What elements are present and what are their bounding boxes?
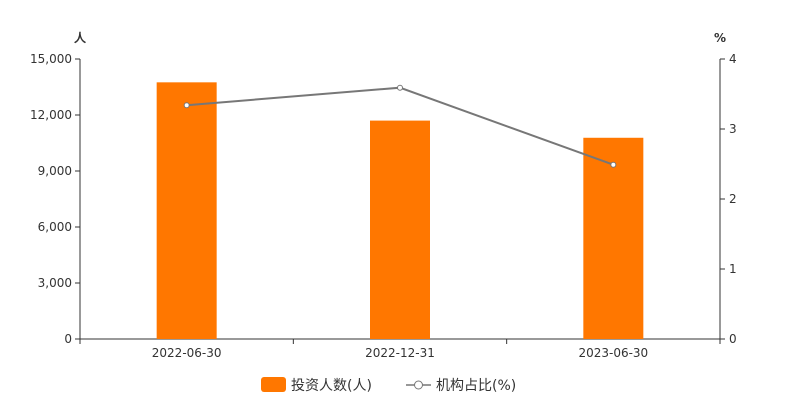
bar-series	[156, 82, 644, 339]
left-tick-label: 15,000	[30, 52, 72, 66]
line-point[interactable]	[397, 84, 403, 91]
left-tick-label: 6,000	[38, 220, 72, 234]
right-tick-label: 2	[729, 192, 737, 206]
right-tick-label: 1	[729, 262, 737, 276]
bar[interactable]	[370, 120, 430, 339]
left-tick-label: 3,000	[38, 276, 72, 290]
line-series	[183, 84, 617, 168]
right-tick-label: 0	[729, 332, 737, 346]
line-point[interactable]	[183, 102, 190, 109]
left-tick-label: 0	[64, 332, 72, 346]
legend-item-bar[interactable]: 投资人数(人)	[261, 377, 372, 394]
left-tick-label: 9,000	[38, 164, 72, 178]
x-tick-label: 2022-12-31	[365, 346, 435, 360]
legend: 投资人数(人) 机构占比(%)	[261, 377, 516, 394]
x-tick-label: 2023-06-30	[578, 346, 648, 360]
legend-line-marker	[414, 380, 423, 390]
bar[interactable]	[583, 137, 644, 339]
legend-bar-swatch	[261, 377, 286, 392]
left-tick-label: 12,000	[30, 108, 72, 122]
legend-item-line[interactable]: 机构占比(%)	[406, 378, 516, 394]
bar[interactable]	[156, 82, 217, 339]
line-point[interactable]	[610, 161, 617, 168]
right-tick-label: 4	[729, 52, 737, 66]
left-axis-unit: 人	[74, 30, 87, 45]
axes: 0 3,000 6,000 9,000 12,000 15,000 0 1 2 3 4 2022-06…	[30, 52, 737, 360]
legend-line-label: 机构占比(%)	[436, 378, 516, 394]
right-axis-unit: %	[714, 31, 726, 45]
right-tick-label: 3	[729, 122, 737, 136]
x-tick-label: 2022-06-30	[152, 346, 222, 360]
legend-bar-label: 投资人数(人)	[291, 378, 372, 394]
